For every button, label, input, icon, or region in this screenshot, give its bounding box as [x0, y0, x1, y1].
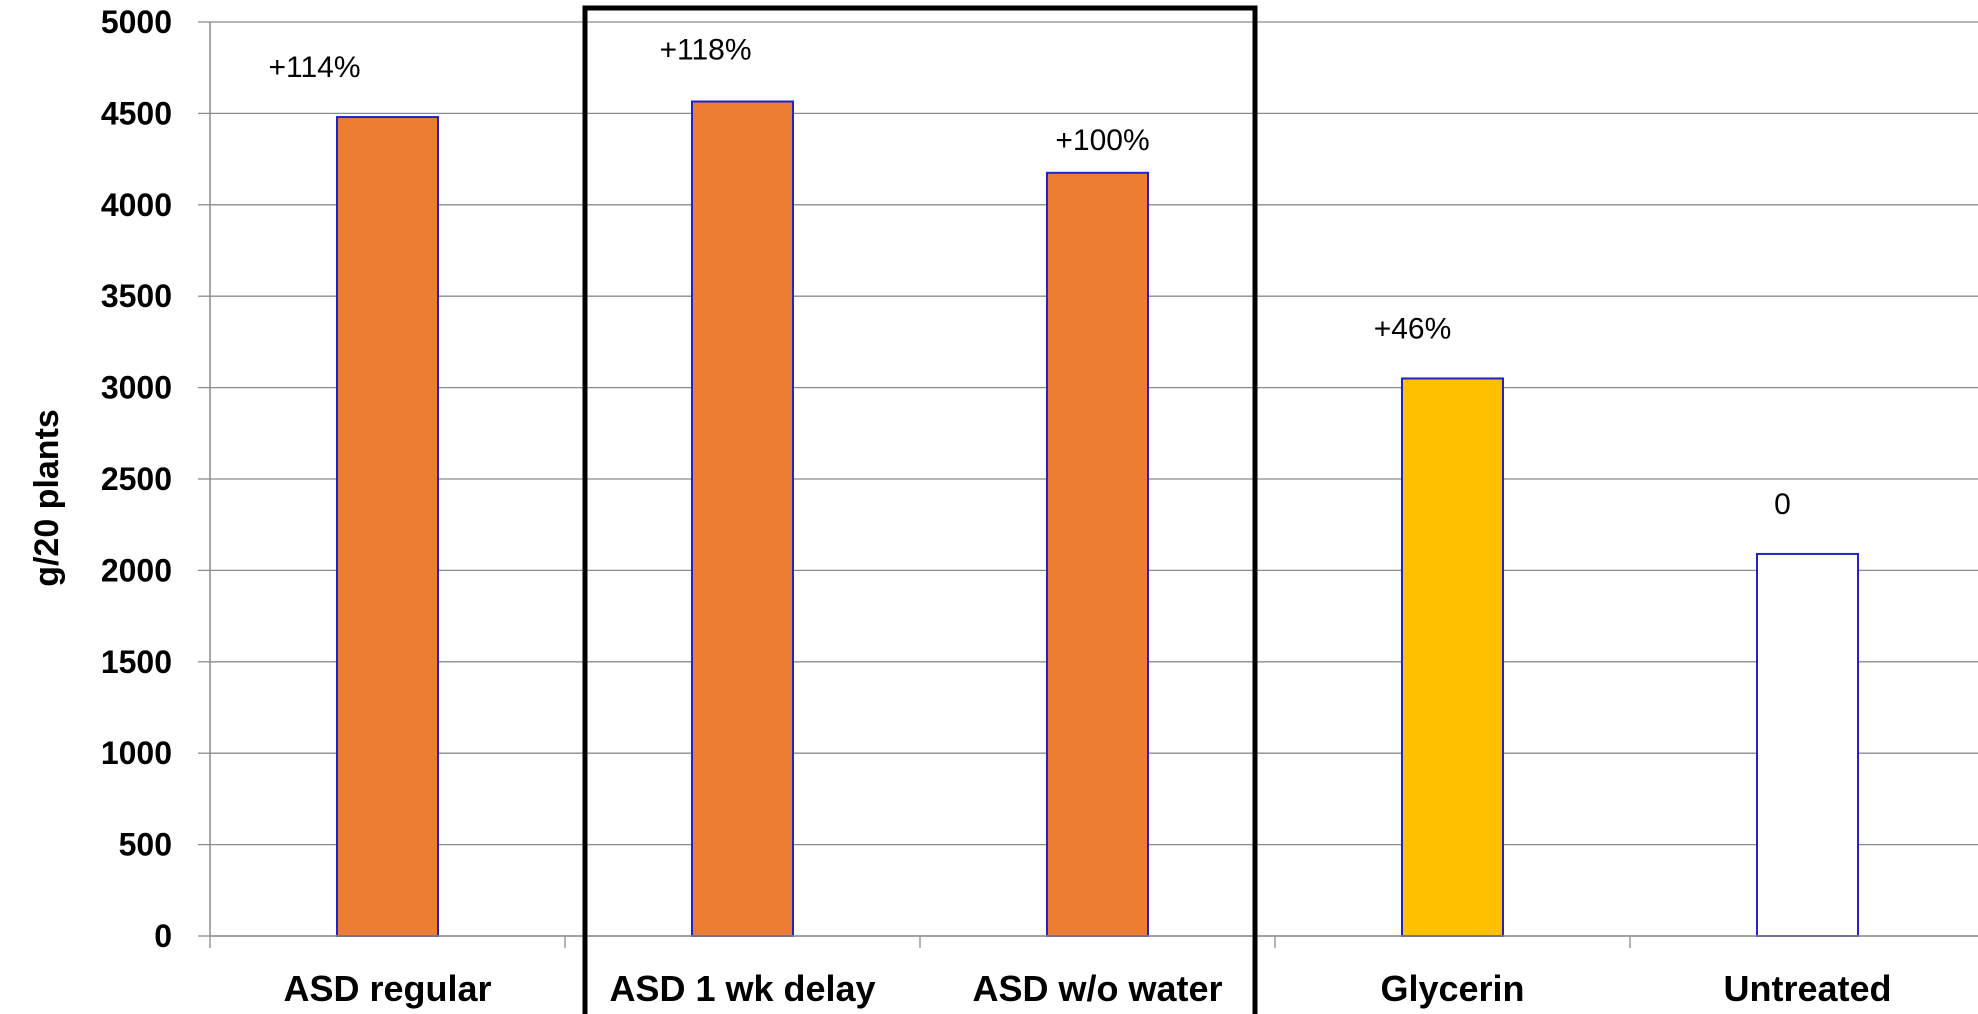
bars [336, 100, 1859, 937]
y-tick-label: 500 [119, 827, 172, 863]
highlight-box-group [582, 5, 1258, 1014]
data-label: +46% [1374, 312, 1452, 345]
y-tick-label: 4500 [101, 95, 172, 131]
category-label: ASD regular [283, 968, 491, 1009]
category-label: ASD 1 wk delay [609, 968, 875, 1009]
bar [1756, 552, 1859, 937]
bar [1401, 377, 1504, 937]
data-label: +100% [1055, 124, 1149, 157]
bar [1046, 171, 1149, 937]
category-labels: ASD regular ASD 1 wk delay ASD w/o water Gl… [283, 968, 1891, 1009]
bar [691, 100, 794, 937]
data-label: +118% [659, 34, 751, 67]
bar [336, 116, 439, 937]
y-tick-label: 4000 [101, 187, 172, 223]
y-tick-labels: 0 500 1000 1500 2000 2500 3000 3500 4000 4500 5000 [101, 4, 172, 954]
category-label: Glycerin [1380, 968, 1524, 1009]
data-label: +114% [268, 51, 360, 84]
y-tick-label: 1000 [101, 735, 172, 771]
y-tick-label: 2500 [101, 461, 172, 497]
data-labels: +114% +118% +100% +46% 0 [268, 34, 1790, 521]
highlight-box [582, 5, 1258, 1014]
y-tick-label: 0 [154, 918, 172, 954]
y-axis-label: g/20 plants [28, 409, 66, 587]
y-tick-label: 3500 [101, 278, 172, 314]
y-tick-label: 3000 [101, 370, 172, 406]
category-label: ASD w/o water [972, 968, 1222, 1009]
y-tick-label: 1500 [101, 644, 172, 680]
y-tick-label: 2000 [101, 552, 172, 588]
axes [198, 21, 1978, 948]
y-tick-label: 5000 [101, 4, 172, 40]
data-label: 0 [1774, 488, 1791, 521]
category-label: Untreated [1723, 968, 1891, 1009]
